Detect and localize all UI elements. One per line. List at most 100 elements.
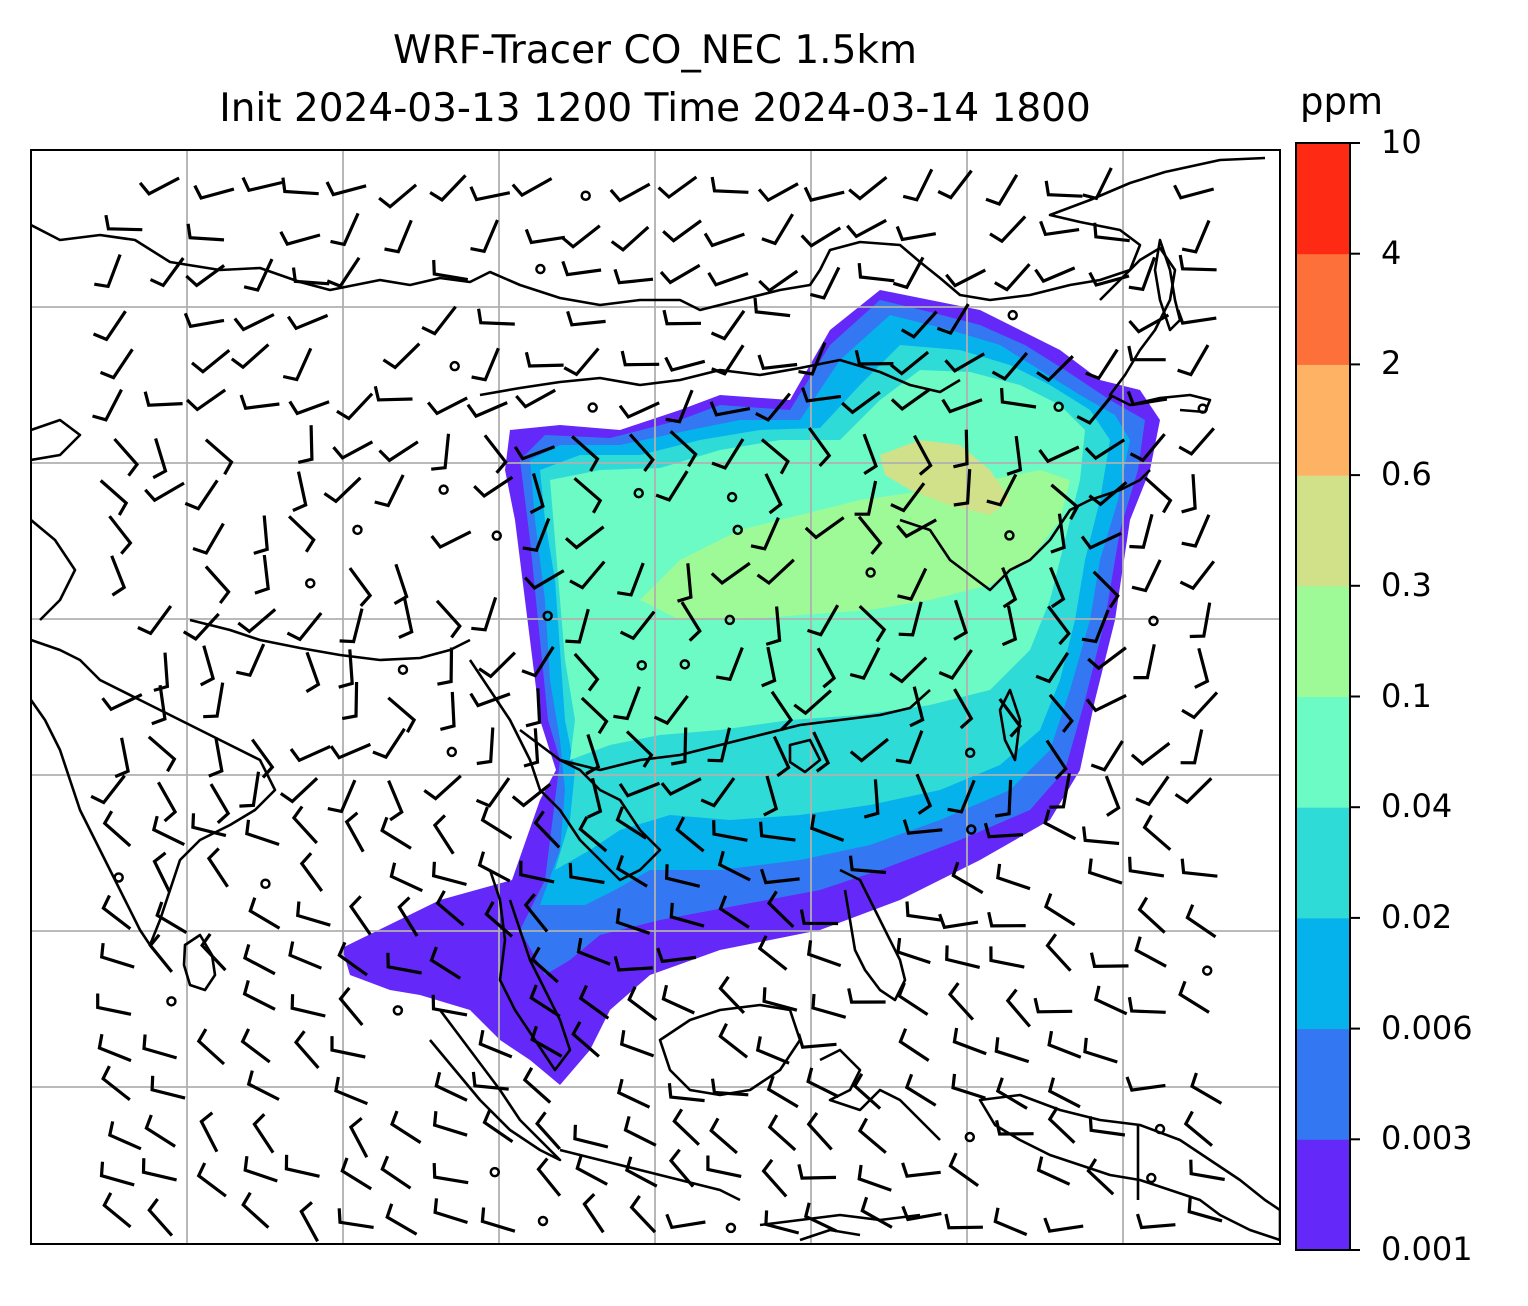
wind-barb (330, 212, 360, 247)
wind-barb (248, 897, 281, 930)
calm-wind-marker (1197, 403, 1208, 414)
wind-barb (806, 1111, 833, 1151)
wind-barb (104, 214, 143, 232)
wind-barb (623, 1115, 657, 1147)
wind-barb (373, 385, 413, 402)
coastline-sri-lanka (182, 933, 217, 992)
wind-barb (662, 309, 702, 326)
wind-barb (1049, 566, 1066, 609)
calm-wind-marker (305, 578, 316, 589)
wind-barb (1180, 729, 1204, 765)
wind-barb (762, 987, 798, 1012)
wind-barb (763, 775, 779, 817)
wind-barb (434, 1071, 468, 1102)
colorbar-segment (1296, 1028, 1350, 1140)
wind-barb (144, 481, 185, 503)
wind-barb (841, 390, 881, 415)
wind-barb (246, 1070, 280, 1101)
wind-barb (656, 947, 697, 964)
wind-barb (759, 868, 800, 885)
calm-wind-marker (438, 484, 449, 495)
wind-barb (994, 779, 1013, 818)
map-title-line2: Init 2024-03-13 1200 Time 2024-03-14 180… (219, 86, 1091, 131)
wind-barb (471, 1071, 509, 1091)
map-panel (31, 150, 1280, 1244)
wind-barb (1128, 856, 1165, 878)
wind-barb (767, 1114, 797, 1152)
wind-barb (113, 437, 140, 477)
wind-barb (92, 388, 123, 422)
calm-wind-marker (587, 402, 598, 413)
wind-barb (901, 1162, 941, 1178)
wind-barb (987, 911, 1026, 928)
wind-barb (1090, 740, 1124, 772)
wind-barb (1189, 1159, 1225, 1182)
wind-barb (615, 908, 651, 935)
wind-barb (1082, 167, 1113, 201)
wind-barb (334, 1076, 369, 1106)
wind-barb (530, 1025, 563, 1058)
colorbar-tick-label: 2 (1381, 344, 1402, 383)
coastline-new-guinea (978, 1093, 1280, 1242)
wind-barb (761, 1158, 788, 1198)
wind-barb (199, 1111, 219, 1153)
wind-barb (305, 651, 321, 693)
wind-barb (288, 400, 330, 416)
wind-barb (1088, 271, 1130, 287)
wind-barb (809, 266, 841, 300)
wind-barb (953, 429, 969, 469)
wind-barb (204, 438, 234, 476)
wind-barb (947, 982, 975, 1021)
colorbar-tick-label: 10 (1381, 123, 1422, 161)
wind-barb (1050, 483, 1080, 520)
wind-barb (799, 909, 839, 926)
coastline-sakhalin (1153, 238, 1182, 332)
wind-barb (478, 651, 517, 679)
wind-barb (575, 1154, 608, 1186)
calm-wind-marker (166, 996, 177, 1007)
wind-barb (521, 646, 555, 678)
wind-barb (578, 984, 610, 1020)
wind-barb (338, 649, 354, 689)
calm-wind-marker (449, 360, 460, 372)
colorbar (1295, 142, 1360, 1251)
coastline-arabia (31, 519, 77, 621)
coastline-taiwan (998, 688, 1022, 762)
wind-barb (670, 727, 688, 766)
wind-barb (426, 396, 468, 416)
wind-barb (292, 471, 308, 512)
wind-barb (480, 1207, 516, 1233)
wind-barb (513, 445, 556, 461)
wind-barb (99, 1161, 135, 1187)
wind-barb (797, 1164, 837, 1180)
calm-wind-marker (1201, 965, 1213, 976)
wind-barb (522, 517, 551, 552)
wind-barb (711, 344, 745, 376)
wind-barb (429, 174, 467, 202)
wind-barb (101, 1065, 131, 1102)
calm-wind-marker (260, 878, 271, 889)
wind-barb (1082, 826, 1120, 846)
wind-barb (945, 945, 981, 969)
wind-barb (793, 689, 832, 716)
wind-barb (1000, 387, 1037, 409)
wind-barb (299, 852, 324, 892)
wind-barb (618, 781, 661, 798)
wind-barb (237, 608, 277, 634)
wind-barb (99, 479, 129, 516)
wind-barb (524, 228, 566, 245)
wind-barb (902, 168, 934, 202)
wind-barb (437, 647, 454, 686)
wind-barb (137, 605, 173, 636)
wind-barb (386, 952, 422, 975)
wind-barb (190, 349, 231, 374)
wind-barb (1126, 390, 1168, 407)
wind-barb (613, 955, 653, 972)
wind-barb (252, 1113, 275, 1154)
wind-barb (675, 816, 705, 853)
wind-barb (519, 860, 555, 884)
wind-barb (1185, 904, 1217, 939)
wind-barb (1085, 693, 1127, 713)
wind-barb (761, 213, 794, 246)
